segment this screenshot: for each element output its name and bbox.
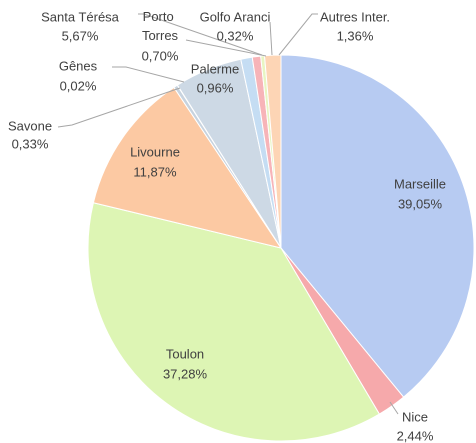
slice-value-label: 5,67%: [62, 28, 99, 43]
leader-line: [112, 66, 185, 83]
pie-slice: [280, 54, 475, 398]
slice-label: Gênes: [59, 58, 98, 73]
slice-value-label: 0,70%: [142, 48, 179, 63]
leader-line: [269, 21, 273, 56]
pie: [87, 54, 475, 442]
slice-label: Savone: [8, 118, 52, 133]
slice-value-label: 2,44%: [397, 428, 434, 443]
slice-label: Porto Torres: [142, 9, 179, 43]
slice-value-label: 1,36%: [337, 28, 374, 43]
slice-value-label: 11,87%: [133, 164, 177, 179]
leader-line: [389, 401, 399, 415]
slice-label: Palerme: [191, 61, 239, 76]
slice-value-label: 0,32%: [217, 28, 254, 43]
leader-line: [138, 13, 263, 56]
slice-label: Santa Térésa: [41, 9, 120, 24]
slice-value-label: 0,02%: [60, 78, 97, 93]
slice-label: Marseille: [394, 176, 446, 191]
slice-label: Autres Inter.: [320, 9, 390, 24]
leader-line: [185, 39, 267, 57]
leader-lines: [57, 13, 399, 415]
leader-line: [57, 87, 181, 128]
slice-value-label: 39,05%: [398, 196, 443, 211]
slice-label: Livourne: [130, 144, 180, 159]
pie-slice: [87, 202, 381, 442]
slice-value-label: 0,96%: [197, 80, 234, 95]
slice-label: Toulon: [166, 346, 204, 361]
slice-label: Nice: [402, 409, 428, 424]
slice-value-label: 0,33%: [12, 136, 49, 151]
leader-line: [278, 13, 318, 56]
slice-value-label: 37,28%: [163, 366, 208, 381]
slice-label: Golfo Aranci: [200, 9, 271, 24]
